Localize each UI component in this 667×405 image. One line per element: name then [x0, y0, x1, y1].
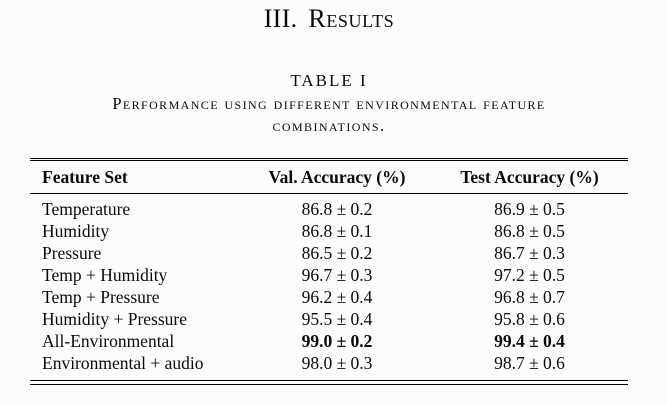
- cell-val-accuracy: 95.5 ± 0.4: [301, 309, 373, 329]
- table-body: Temperature 86.8 ± 0.2 86.9 ± 0.5 Humidi…: [30, 194, 628, 380]
- cell-feature: Temp + Pressure: [42, 287, 160, 307]
- column-header-feature-set: Feature Set: [42, 166, 128, 187]
- table-header-row: Feature Set Val. Accuracy (%) Test Accur…: [30, 161, 628, 193]
- cell-feature: Humidity: [42, 221, 110, 241]
- cell-test-accuracy: 98.7 ± 0.6: [494, 353, 565, 373]
- section-number: III.: [263, 4, 298, 33]
- cell-val-accuracy: 86.8 ± 0.1: [301, 221, 373, 241]
- section-title: Results: [308, 4, 395, 33]
- column-header-test-accuracy: Test Accuracy (%): [460, 166, 599, 187]
- cell-test-accuracy: 86.8 ± 0.5: [494, 221, 565, 241]
- table-caption: Performance using different environmenta…: [0, 93, 658, 137]
- table-row: All-Environmental 99.0 ± 0.2 99.4 ± 0.4: [30, 330, 628, 352]
- table-row: Temp + Pressure 96.2 ± 0.4 96.8 ± 0.7: [30, 286, 628, 308]
- table-caption-line2: combinations.: [272, 116, 386, 135]
- table-row: Environmental + audio 98.0 ± 0.3 98.7 ± …: [30, 352, 628, 374]
- cell-feature: Environmental + audio: [42, 353, 204, 373]
- table-caption-line1: Performance using different environmenta…: [112, 94, 546, 113]
- cell-test-accuracy: 96.8 ± 0.7: [494, 287, 565, 307]
- cell-test-accuracy: 99.4 ± 0.4: [494, 331, 565, 351]
- cell-val-accuracy: 86.8 ± 0.2: [301, 199, 373, 219]
- column-header-val-accuracy: Val. Accuracy (%): [268, 166, 406, 187]
- cell-val-accuracy: 98.0 ± 0.3: [301, 353, 373, 373]
- results-table: Feature Set Val. Accuracy (%) Test Accur…: [30, 158, 628, 385]
- cell-test-accuracy: 97.2 ± 0.5: [494, 265, 565, 285]
- cell-test-accuracy: 86.7 ± 0.3: [494, 243, 565, 263]
- cell-val-accuracy: 96.7 ± 0.3: [301, 265, 373, 285]
- table-row: Humidity 86.8 ± 0.1 86.8 ± 0.5: [30, 220, 628, 242]
- table-row: Temp + Humidity 96.7 ± 0.3 97.2 ± 0.5: [30, 264, 628, 286]
- cell-feature: Temperature: [42, 199, 131, 219]
- cell-val-accuracy: 86.5 ± 0.2: [301, 243, 373, 263]
- table-row: Pressure 86.5 ± 0.2 86.7 ± 0.3: [30, 242, 628, 264]
- table-header-rule: [30, 193, 628, 194]
- cell-feature: All-Environmental: [42, 331, 175, 351]
- cell-feature: Pressure: [42, 243, 102, 263]
- cell-test-accuracy: 86.9 ± 0.5: [494, 199, 565, 219]
- table-row: Temperature 86.8 ± 0.2 86.9 ± 0.5: [30, 198, 628, 220]
- cell-val-accuracy: 99.0 ± 0.2: [301, 331, 373, 351]
- cell-val-accuracy: 96.2 ± 0.4: [301, 287, 373, 307]
- table-bottom-rule: [30, 380, 628, 385]
- table-top-rule: [30, 158, 628, 161]
- table-label: TABLE I: [290, 71, 368, 90]
- section-heading: III. Results: [0, 4, 658, 34]
- cell-feature: Humidity + Pressure: [42, 309, 187, 329]
- cell-feature: Temp + Humidity: [42, 265, 168, 285]
- table-row: Humidity + Pressure 95.5 ± 0.4 95.8 ± 0.…: [30, 308, 628, 330]
- cell-test-accuracy: 95.8 ± 0.6: [494, 309, 565, 329]
